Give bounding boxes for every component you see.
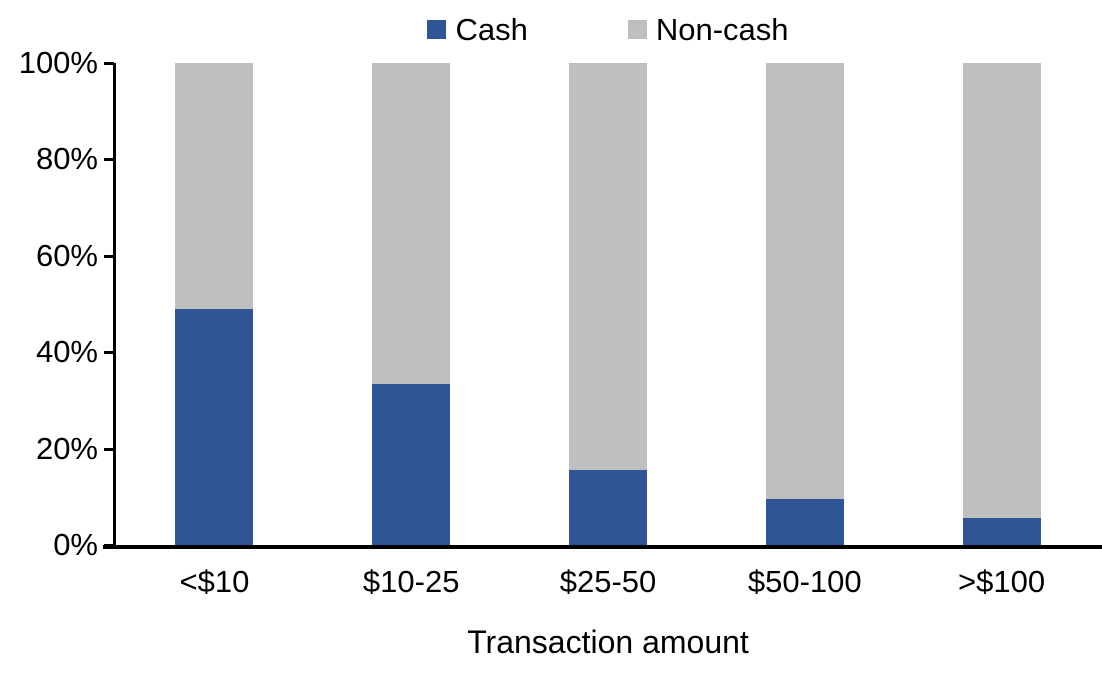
bar-segment-cash [175, 308, 254, 545]
bar-segment-non-cash [175, 63, 254, 309]
bar-segment-non-cash [765, 63, 844, 500]
bar-column [962, 63, 1041, 545]
x-axis-title: Transaction amount [467, 624, 749, 660]
legend: Cash Non-cash [116, 8, 1100, 50]
legend-item-non-cash: Non-cash [627, 11, 789, 47]
bar-segment-cash [765, 499, 844, 545]
bar-column [765, 63, 844, 545]
x-axis-line [103, 545, 1102, 549]
bar-segment-non-cash [372, 63, 451, 384]
bar-segment-non-cash [569, 63, 647, 471]
y-tick-mark [104, 447, 114, 451]
cash-swatch-icon [427, 19, 447, 39]
legend-label-cash: Cash [455, 11, 528, 47]
x-tick-label: >$100 [958, 564, 1046, 599]
y-tick-label: 60% [35, 237, 98, 273]
y-tick-label: 0% [53, 527, 98, 562]
bar-column [175, 63, 254, 545]
y-tick-label: 40% [35, 334, 98, 370]
legend-label-non-cash: Non-cash [655, 11, 789, 47]
bar-column [372, 63, 451, 545]
bar-segment-non-cash [962, 63, 1041, 519]
y-tick-mark [104, 158, 114, 162]
y-tick-mark [104, 351, 114, 355]
y-tick-mark [104, 254, 114, 258]
y-tick-label: 100% [18, 45, 98, 80]
y-tick-label: 80% [35, 141, 98, 177]
legend-item-cash: Cash [427, 11, 528, 47]
y-axis-line [113, 63, 116, 549]
x-tick-label: $25-50 [559, 564, 657, 599]
y-tick-label: 20% [35, 430, 98, 466]
y-tick-mark [104, 62, 114, 65]
x-tick-label: <$10 [179, 564, 250, 599]
bar-segment-cash [569, 470, 647, 545]
non-cash-swatch-icon [627, 19, 647, 39]
bar-column [569, 63, 647, 545]
x-tick-label: $50-100 [747, 564, 862, 599]
x-tick-label: $10-25 [362, 564, 460, 599]
bar-segment-cash [962, 518, 1041, 545]
bar-segment-cash [372, 383, 451, 545]
